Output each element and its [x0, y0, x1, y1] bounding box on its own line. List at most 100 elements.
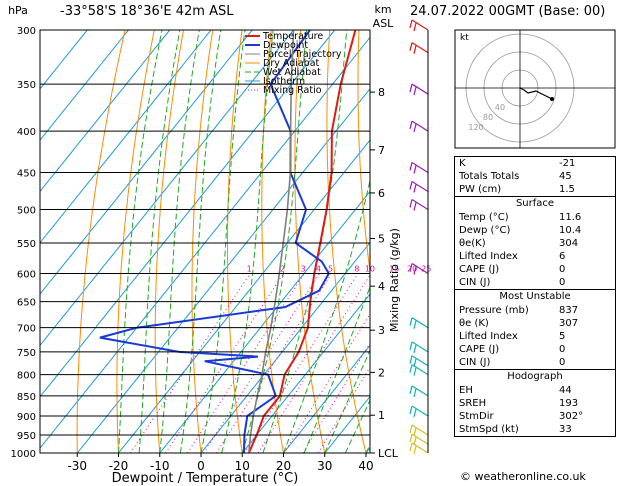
- dewpoint-line: [99, 30, 330, 453]
- mixing-ratio-label: 2: [280, 265, 285, 274]
- wet-adiabat-line: [200, 30, 246, 453]
- wind-barb: [413, 445, 417, 455]
- surface-row: CAPE (J) 0: [459, 264, 566, 275]
- mixing-ratio-line: [302, 342, 370, 453]
- wind-barb: [411, 355, 429, 367]
- pressure-tick-label: 600: [17, 270, 36, 281]
- pressure-tick-label: 800: [17, 371, 36, 382]
- hodograph-kt-label: kt: [460, 33, 469, 43]
- wind-barb: [413, 344, 417, 354]
- x-axis-title: Dewpoint / Temperature (°C): [112, 471, 299, 486]
- legend-label: Dry Adiabat: [263, 58, 320, 69]
- isotherm-line: [283, 344, 370, 453]
- surface-title: Surface: [455, 196, 615, 211]
- wind-barb: [413, 184, 417, 193]
- wind-barb: [411, 161, 429, 173]
- wind-barb: [411, 405, 429, 417]
- wind-barb: [409, 355, 413, 364]
- isotherm-line: [324, 395, 370, 453]
- mixing-ratio-axis-title: Mixing Ratio (g/kg): [388, 228, 401, 332]
- km-tick-label: 4: [378, 280, 385, 293]
- hodo-row: EH 44: [459, 385, 572, 396]
- km-tick-label: LCL: [378, 447, 399, 460]
- mu-row: Lifted Index 5: [459, 331, 566, 342]
- mixing-ratio-label: 4: [316, 265, 321, 274]
- wind-barb: [413, 427, 417, 437]
- pressure-tick-label: 450: [17, 168, 36, 179]
- wind-barb: [409, 120, 413, 130]
- hodograph-end-point: [550, 97, 554, 101]
- wet-adiabat-line: [324, 348, 370, 453]
- wind-barb: [409, 199, 413, 208]
- wind-barb: [409, 385, 413, 395]
- surface-row: Temp (°C) 11.6: [459, 212, 582, 223]
- pressure-tick-label: 950: [17, 431, 36, 442]
- wind-barb: [413, 202, 417, 211]
- wind-barb: [409, 424, 413, 434]
- km-tick-label: 5: [378, 232, 385, 245]
- index-row-pw: PW (cm) 1.5: [459, 184, 575, 195]
- wind-barb: [411, 263, 429, 275]
- mixing-ratio-label: 5: [328, 265, 333, 274]
- wind-barb: [413, 388, 417, 398]
- asl-axis-title: ASL: [373, 17, 395, 30]
- isotherm-line: [40, 36, 370, 449]
- indices-table: K -21 Totals Totals 45 PW (cm) 1.5 Surface …: [454, 156, 616, 437]
- wind-barb: [409, 263, 413, 272]
- x-tick-label: 30: [317, 459, 332, 473]
- dry-adiabat-line: [326, 30, 367, 453]
- isotherm-line: [40, 30, 253, 295]
- wet-adiabat-line: [344, 399, 370, 453]
- wet-adiabat-line: [159, 30, 200, 453]
- wind-barb: [409, 442, 413, 452]
- wind-barb: [413, 45, 417, 54]
- pressure-tick-label: 400: [17, 127, 36, 138]
- wind-barb: [409, 19, 413, 29]
- km-tick-label: 8: [378, 86, 385, 99]
- km-tick-label: 7: [378, 144, 385, 157]
- legend-label: Dewpoint: [263, 40, 308, 51]
- wind-barb: [409, 405, 413, 415]
- mu-row: Pressure (mb) 837: [459, 305, 579, 316]
- km-axis-title: km: [374, 3, 391, 16]
- wind-barb: [409, 317, 413, 326]
- isotherm-line: [40, 30, 294, 347]
- mixing-ratio-label: 25: [421, 265, 431, 274]
- wind-barb: [413, 266, 417, 275]
- mu-row: θe (K) 307: [459, 318, 579, 329]
- dry-adiabat-line: [622, 30, 629, 453]
- wind-barb: [409, 42, 413, 51]
- wind-barb: [409, 83, 413, 93]
- x-tick-label: 40: [358, 459, 373, 473]
- wind-barb: [409, 433, 413, 443]
- mu-row: CIN (J) 0: [459, 357, 566, 368]
- hodo-row: StmDir 302°: [459, 411, 584, 422]
- km-tick-label: 2: [378, 366, 385, 379]
- wet-adiabat-line: [179, 30, 222, 453]
- isotherm-line: [40, 30, 88, 90]
- mixing-ratio-line: [186, 273, 305, 453]
- hpa-axis-title: hPa: [8, 4, 28, 17]
- copyright-footer: © weatheronline.co.uk: [460, 470, 586, 483]
- wind-barb: [409, 364, 413, 373]
- hodograph-ring-label: 120: [468, 123, 483, 132]
- wind-barb: [413, 123, 417, 133]
- km-tick-label: 6: [378, 187, 385, 200]
- surface-row: Dewp (°C) 10.4: [459, 225, 582, 236]
- surface-row: Lifted Index 6: [459, 251, 566, 262]
- wind-barb: [409, 162, 413, 171]
- wind-barb: [411, 341, 429, 353]
- wind-barb: [409, 341, 413, 351]
- wind-barb: [411, 433, 429, 445]
- dry-adiabat-line: [116, 30, 155, 453]
- dry-adiabat-line: [227, 30, 243, 453]
- wind-barb: [411, 19, 429, 31]
- wind-barb: [413, 22, 417, 32]
- legend-label: Temperature: [262, 31, 323, 42]
- x-tick-label: 10: [235, 459, 250, 473]
- isotherm-line: [40, 30, 212, 244]
- pressure-tick-label: 1000: [11, 449, 36, 460]
- wind-barb: [411, 385, 429, 397]
- dry-adiabat-line: [357, 30, 370, 275]
